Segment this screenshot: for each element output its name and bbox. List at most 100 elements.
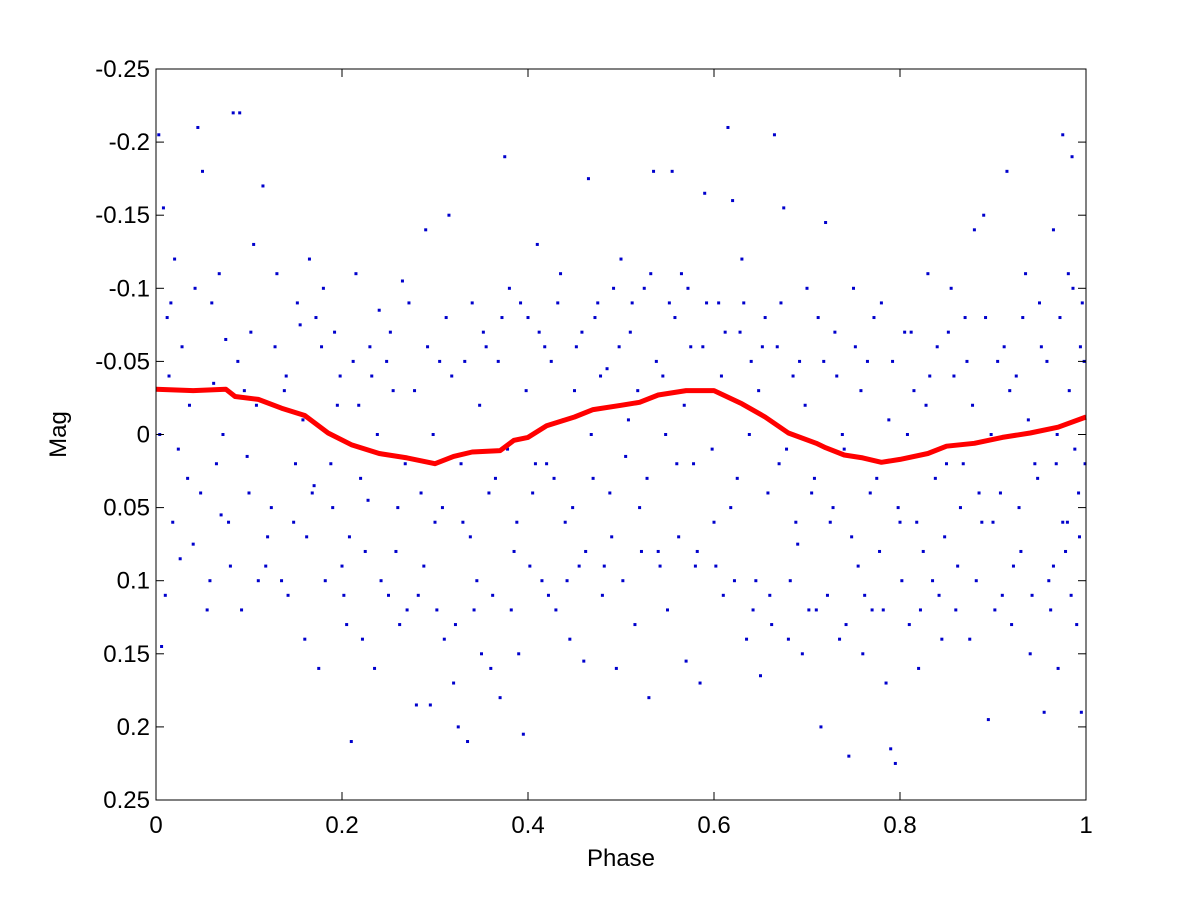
data-point <box>1030 593 1034 597</box>
data-point <box>803 403 807 407</box>
data-point <box>396 506 400 510</box>
data-point <box>645 476 649 480</box>
data-point <box>759 674 762 678</box>
data-point <box>438 359 442 363</box>
data-point <box>965 359 969 363</box>
data-point <box>363 549 367 553</box>
data-point <box>201 169 204 173</box>
data-point <box>751 608 755 612</box>
data-point <box>295 301 299 305</box>
data-point <box>1077 535 1081 539</box>
data-point <box>850 535 854 539</box>
data-point <box>221 433 225 436</box>
data-point <box>1026 418 1030 422</box>
data-point <box>958 506 962 510</box>
data-point <box>426 345 430 349</box>
scatter-series <box>157 111 1087 765</box>
data-point <box>898 520 902 524</box>
data-point <box>1038 301 1041 305</box>
data-point <box>952 374 956 378</box>
data-point <box>1045 359 1049 363</box>
data-point <box>900 579 904 583</box>
data-point <box>926 272 930 276</box>
data-point <box>742 301 746 305</box>
data-point <box>470 301 474 305</box>
data-point <box>178 557 182 561</box>
data-point <box>519 301 523 305</box>
data-point <box>599 374 603 378</box>
data-point <box>176 447 180 451</box>
data-point <box>814 608 818 612</box>
data-point <box>321 286 325 290</box>
data-point <box>1019 549 1023 553</box>
data-point <box>1078 345 1082 349</box>
data-point <box>419 491 423 495</box>
data-point <box>971 403 975 407</box>
data-point <box>368 345 372 349</box>
data-point <box>775 345 779 349</box>
data-point <box>875 476 879 480</box>
data-point <box>861 652 865 656</box>
data-point <box>833 330 837 334</box>
data-point <box>282 389 286 393</box>
data-point <box>596 301 600 305</box>
data-point <box>589 433 593 436</box>
data-point <box>905 433 909 436</box>
data-point <box>1058 316 1062 320</box>
data-point <box>249 330 253 334</box>
data-point <box>228 564 232 568</box>
data-point <box>475 579 479 583</box>
data-point <box>286 593 290 597</box>
data-point <box>333 330 337 334</box>
data-point <box>705 301 709 305</box>
data-point <box>463 359 467 363</box>
data-point <box>440 506 444 510</box>
data-point <box>407 301 411 305</box>
data-point <box>1079 710 1083 714</box>
data-point <box>870 608 874 612</box>
data-point <box>373 666 377 670</box>
data-point <box>559 272 563 276</box>
data-point <box>256 579 260 583</box>
data-point <box>636 389 640 393</box>
data-point <box>531 491 535 495</box>
data-point <box>280 579 284 583</box>
data-point <box>433 520 437 524</box>
data-point <box>545 462 549 466</box>
data-point <box>387 593 390 597</box>
data-point <box>624 454 628 458</box>
data-point <box>738 330 742 334</box>
data-point <box>549 359 553 363</box>
data-point <box>954 608 958 612</box>
data-point <box>949 286 953 290</box>
data-point <box>340 564 344 568</box>
data-point <box>317 666 321 670</box>
data-point <box>414 703 418 707</box>
data-point <box>940 637 944 641</box>
y-tick-label: 0 <box>137 422 150 449</box>
data-point <box>351 359 355 363</box>
data-point <box>777 462 781 466</box>
data-point <box>500 316 504 320</box>
data-point <box>360 637 364 641</box>
data-point <box>338 374 342 378</box>
data-point <box>701 345 705 349</box>
data-point <box>747 433 751 436</box>
data-point <box>831 506 835 510</box>
data-point <box>1042 710 1046 714</box>
data-point <box>506 447 510 451</box>
data-point <box>535 242 539 246</box>
data-point <box>972 228 976 232</box>
data-point <box>240 608 244 612</box>
data-point <box>528 564 532 568</box>
data-point <box>577 564 581 568</box>
data-point <box>654 359 658 363</box>
data-point <box>785 447 789 451</box>
data-point <box>673 316 677 320</box>
data-point <box>366 498 370 502</box>
data-point <box>163 593 167 597</box>
data-point <box>546 593 550 597</box>
data-point <box>489 666 493 670</box>
data-point <box>264 564 268 568</box>
